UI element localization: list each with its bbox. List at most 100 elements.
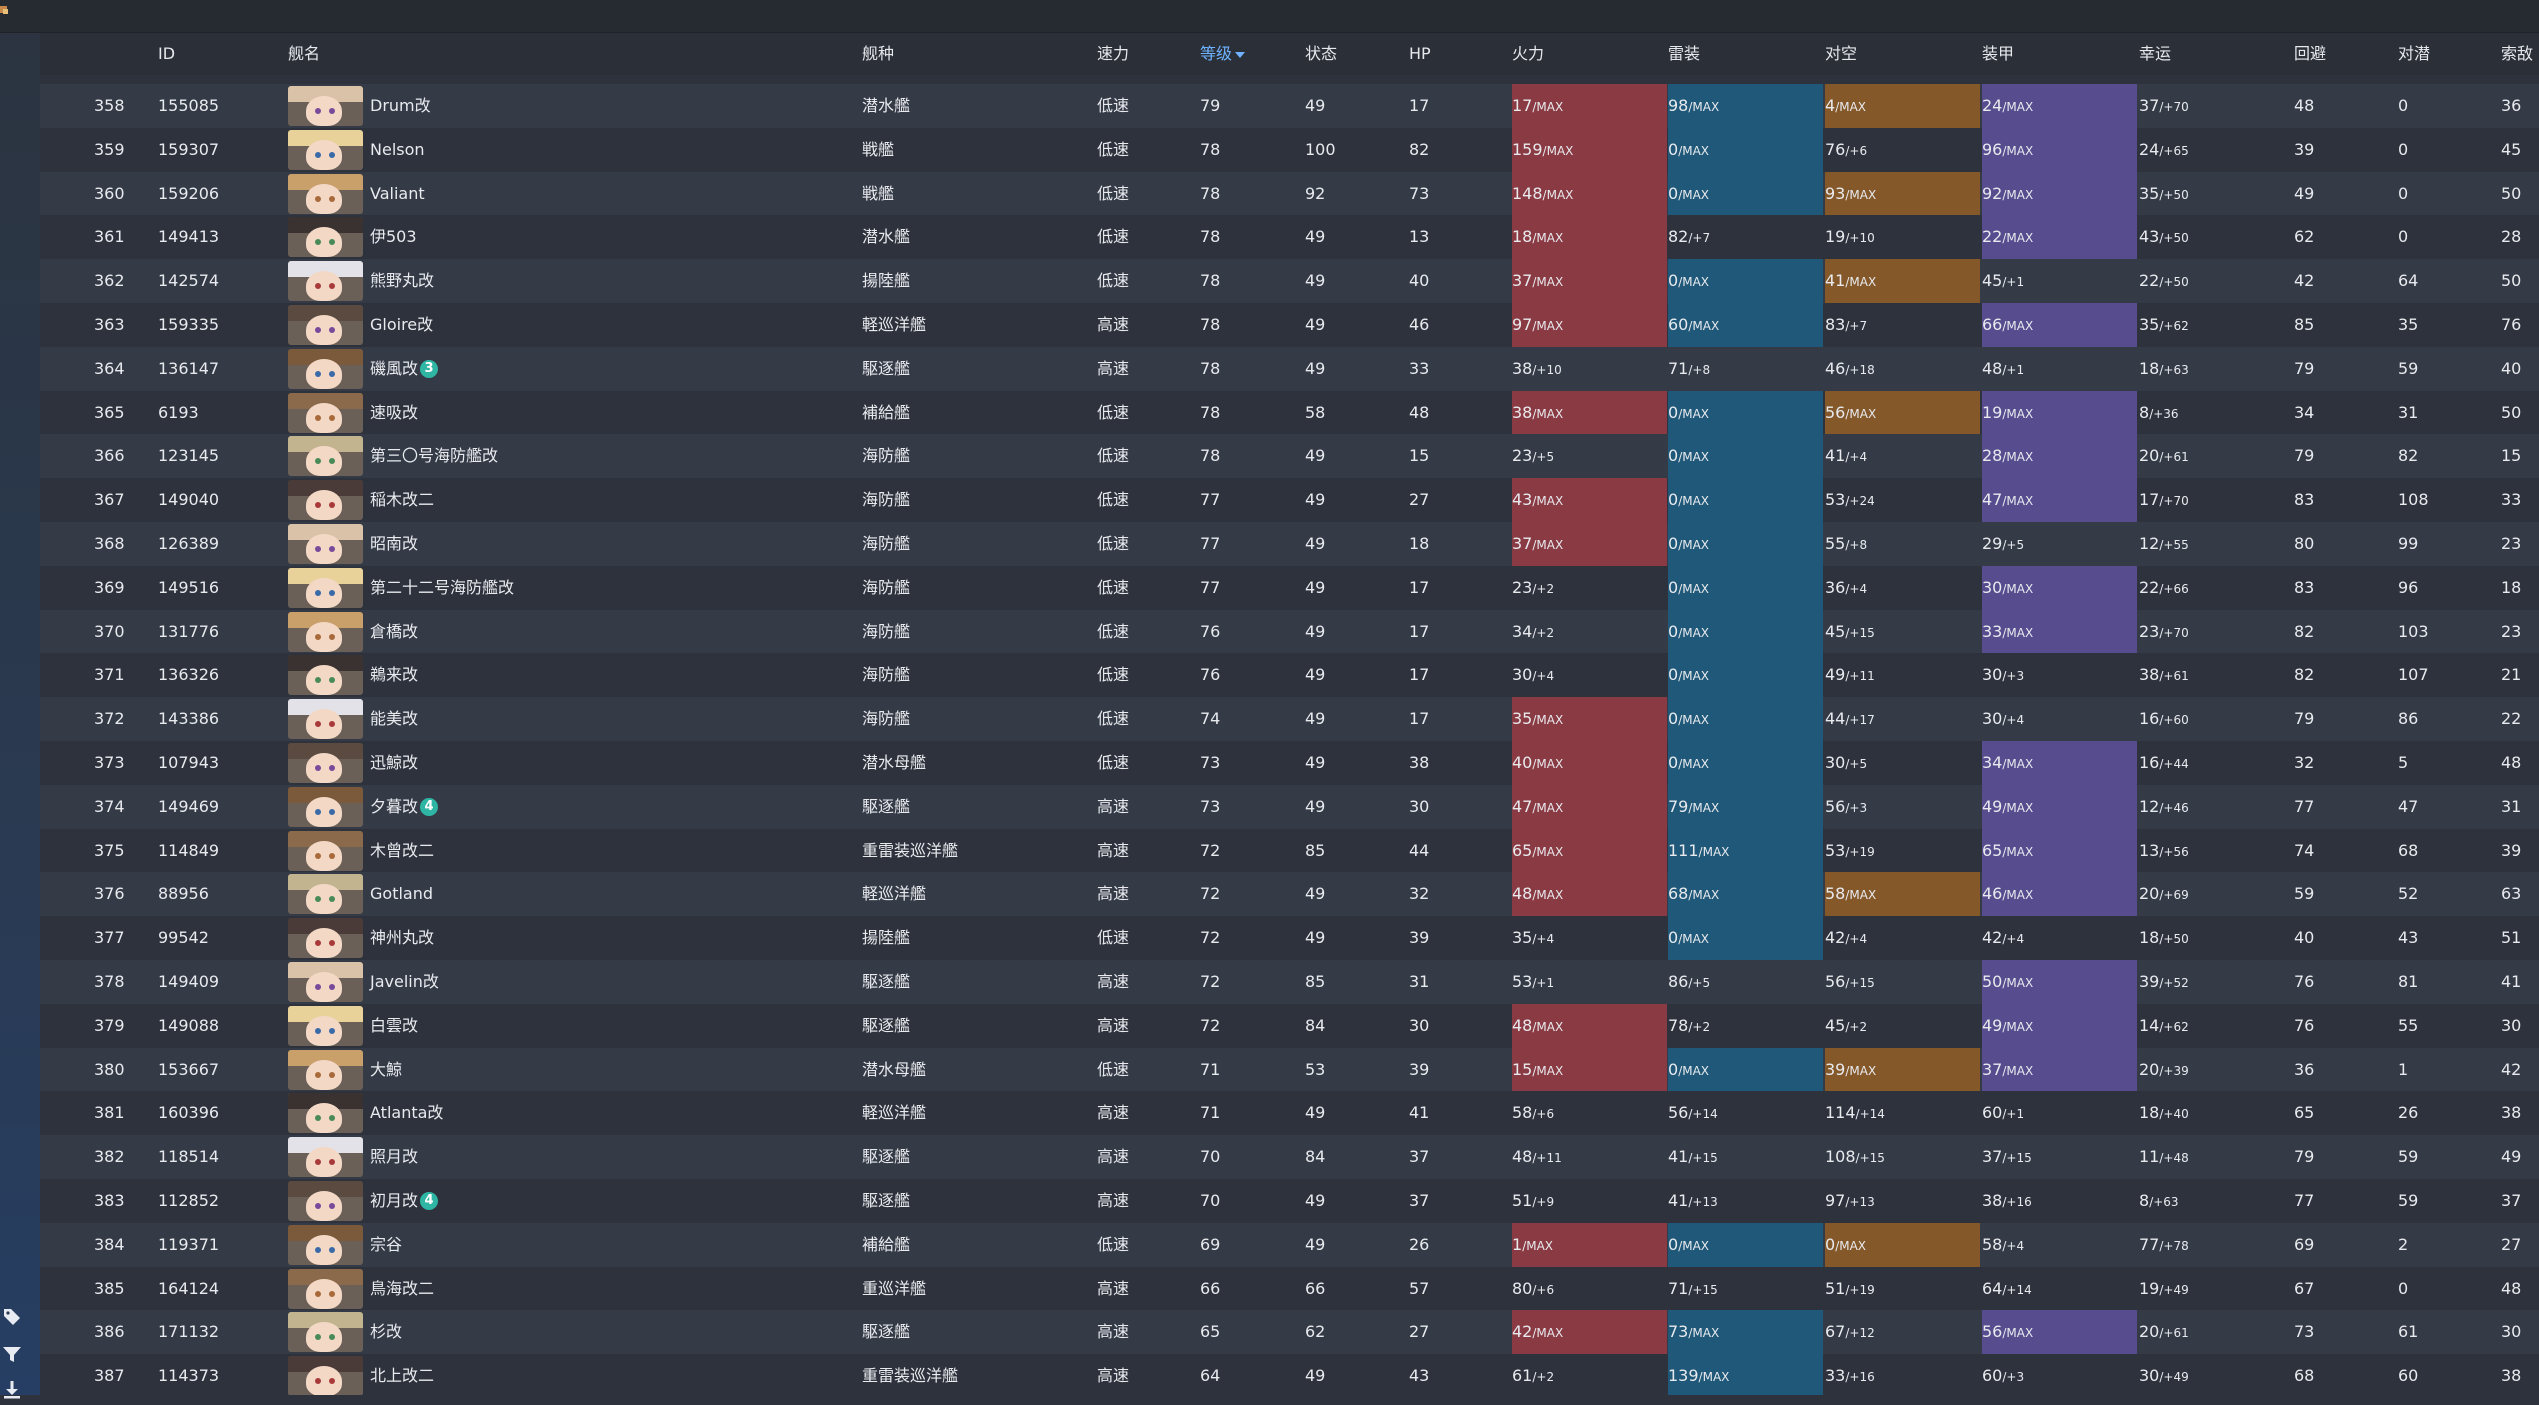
- torpedo-suffix: MAX: [1682, 450, 1710, 465]
- table-row[interactable]: 375 114849 木曾改二 重雷装巡洋艦 高速 72 85 44 65/MAX 111/MAX…: [40, 828, 2539, 873]
- header-anti-air[interactable]: 对空: [1825, 44, 1858, 63]
- torpedo-value: 0: [1668, 139, 1679, 159]
- ship-name[interactable]: 第三〇号海防艦改: [370, 434, 498, 478]
- ship-name[interactable]: 白雲改: [370, 1004, 418, 1048]
- table-row[interactable]: 364 136147 磯風改 3 駆逐艦 高速 78 49 33 38/+10 71/+8 46/+1…: [40, 346, 2539, 391]
- firepower: 23/+2: [1512, 566, 1554, 610]
- ship-condition: 84: [1305, 1147, 1326, 1167]
- header-luck[interactable]: 幸运: [2139, 44, 2172, 63]
- table-row[interactable]: 381 160396 Atlanta改 軽巡洋艦 高速 71 49 41 58/+6 56/+14…: [40, 1091, 2539, 1136]
- ship-name[interactable]: 杉改: [370, 1310, 402, 1354]
- table-row[interactable]: 384 119371 宗谷 補給艦 低速 69 49 26 1/MAX 0/MAX 0/MAX 58/…: [40, 1222, 2539, 1267]
- table-row[interactable]: 358 155085 Drum改 潜水艦 低速 79 49 17 17/MAX 98/MAX 4/M…: [40, 84, 2539, 128]
- armor-suffix: +5: [2006, 537, 2025, 552]
- ship-name[interactable]: 伊503: [370, 215, 417, 259]
- header-level[interactable]: 等级: [1200, 33, 1246, 75]
- table-row[interactable]: 373 107943 迅鯨改 潜水母艦 低速 73 49 38 40/MAX 0/MAX 30/+5…: [40, 740, 2539, 785]
- anti-air-value: 97: [1825, 1190, 1846, 1210]
- table-row[interactable]: 383 112852 初月改 4 駆逐艦 高速 70 49 37 51/+9 41/+13 97/+1…: [40, 1178, 2539, 1223]
- header-torpedo[interactable]: 雷装: [1668, 44, 1701, 63]
- header-armor[interactable]: 装甲: [1982, 44, 2015, 63]
- table-row[interactable]: 382 118514 照月改 駆逐艦 高速 70 84 37 48/+11 41/+15 108/+…: [40, 1135, 2539, 1179]
- asw: 59: [2398, 1147, 2419, 1167]
- firepower: 48/MAX: [1512, 1004, 1563, 1048]
- ship-name[interactable]: 迅鯨改: [370, 741, 418, 785]
- table-row[interactable]: 372 143386 能美改 海防艦 低速 74 49 17 35/MAX 0/MAX 44/+17…: [40, 697, 2539, 741]
- ship-name[interactable]: 鳥海改二: [370, 1267, 434, 1311]
- table-row[interactable]: 360 159206 Valiant 戦艦 低速 78 92 73 148/MAX 0/MAX 93…: [40, 171, 2539, 216]
- tag-icon[interactable]: [1, 1305, 23, 1327]
- table-row[interactable]: 363 159335 Gloire改 軽巡洋艦 高速 78 49 46 97/MAX 60/MAX…: [40, 302, 2539, 347]
- firepower-suffix: +5: [1536, 450, 1555, 465]
- table-row[interactable]: 371 136326 鵜来改 海防艦 低速 76 49 17 30/+4 0/MAX 49/+11 3…: [40, 653, 2539, 698]
- header-hp[interactable]: HP: [1409, 44, 1431, 63]
- ship-name[interactable]: 速吸改: [370, 391, 418, 435]
- ship-name[interactable]: 宗谷: [370, 1223, 402, 1267]
- download-icon[interactable]: [1, 1379, 23, 1401]
- ship-name[interactable]: Gotland: [370, 872, 433, 916]
- header-name[interactable]: 舰名: [288, 44, 321, 63]
- table-row[interactable]: 374 149469 夕暮改 4 駆逐艦 高速 73 49 30 47/MAX 79/MAX 56/+…: [40, 784, 2539, 829]
- table-row[interactable]: 362 142574 熊野丸改 揚陸艦 低速 78 49 40 37/MAX 0/MAX 41/MA…: [40, 259, 2539, 303]
- ship-name[interactable]: Gloire改: [370, 303, 433, 347]
- ship-level: 78: [1200, 227, 1221, 247]
- table-row[interactable]: 376 88956 Gotland 軽巡洋艦 高速 72 49 32 48/MAX 68/MAX 5…: [40, 872, 2539, 917]
- ship-name-label: 磯風改: [370, 358, 419, 378]
- ship-name[interactable]: 神州丸改: [370, 916, 434, 960]
- ship-name[interactable]: 大鯨: [370, 1048, 402, 1092]
- ship-name[interactable]: 木曾改二: [370, 829, 434, 873]
- table-row[interactable]: 367 149040 稲木改二 海防艦 低速 77 49 27 43/MAX 0/MAX 53/+2…: [40, 478, 2539, 522]
- luck: 19/+49: [2139, 1267, 2189, 1311]
- ship-name[interactable]: 熊野丸改: [370, 259, 434, 303]
- table-row[interactable]: 378 149409 Javelin改 駆逐艦 高速 72 85 31 53/+1 86/+5 56…: [40, 959, 2539, 1004]
- ship-name[interactable]: Nelson: [370, 128, 425, 172]
- ship-name[interactable]: 稲木改二: [370, 478, 434, 522]
- ship-name[interactable]: 鵜来改: [370, 653, 418, 697]
- header-asw[interactable]: 对潜: [2398, 44, 2431, 63]
- ship-name[interactable]: 第二十二号海防艦改: [370, 566, 514, 610]
- header-type[interactable]: 舰种: [862, 44, 895, 63]
- ship-name[interactable]: Valiant: [370, 172, 425, 216]
- header-condition[interactable]: 状态: [1305, 44, 1338, 63]
- ship-level: 72: [1200, 928, 1221, 948]
- table-row[interactable]: 369 149516 第二十二号海防艦改 海防艦 低速 77 49 17 23/+2 0/MAX 3…: [40, 565, 2539, 610]
- ship-name[interactable]: 初月改 4: [370, 1179, 439, 1223]
- ship-name[interactable]: 昭南改: [370, 522, 418, 566]
- ship-name[interactable]: 北上改二: [370, 1354, 434, 1395]
- ship-name[interactable]: 夕暮改 4: [370, 785, 439, 829]
- tp-max-band: [1668, 565, 1823, 610]
- anti-air-suffix: +4: [1849, 581, 1868, 596]
- table-row[interactable]: 387 114373 北上改二 重雷装巡洋艦 高速 64 49 43 61/+2 139/MAX 3…: [40, 1354, 2539, 1395]
- table-row[interactable]: 386 171132 杉改 駆逐艦 高速 65 62 27 42/MAX 73/MAX 67/+12…: [40, 1310, 2539, 1355]
- firepower: 18/MAX: [1512, 215, 1563, 259]
- table-row[interactable]: 366 123145 第三〇号海防艦改 海防艦 低速 78 49 15 23/+5 0/MAX 41…: [40, 434, 2539, 479]
- ship-name[interactable]: Atlanta改: [370, 1091, 443, 1135]
- header-id[interactable]: ID: [158, 44, 176, 63]
- table-row[interactable]: 359 159307 Nelson 戦艦 低速 78 100 82 159/MAX 0/MAX 76…: [40, 127, 2539, 172]
- ship-speed: 低速: [1097, 533, 1130, 553]
- ship-name[interactable]: Drum改: [370, 84, 431, 128]
- table-row[interactable]: 370 131776 倉橋改 海防艦 低速 76 49 17 34/+2 0/MAX 45/+15 3…: [40, 609, 2539, 654]
- ship-name[interactable]: 磯風改 3: [370, 347, 439, 391]
- header-evasion[interactable]: 回避: [2294, 44, 2327, 63]
- table-row[interactable]: 365 6193 速吸改 補給艦 低速 78 58 48 38/MAX 0/MAX 56/MAX 19…: [40, 390, 2539, 435]
- ship-hp: 43: [1409, 1366, 1430, 1386]
- torpedo-sep: /: [1688, 1107, 1693, 1122]
- ship-name[interactable]: Javelin改: [370, 960, 439, 1004]
- table-row[interactable]: 379 149088 白雲改 駆逐艦 高速 72 84 30 48/MAX 78/+2 45/+2 4…: [40, 1003, 2539, 1048]
- ship-name[interactable]: 倉橋改: [370, 610, 418, 654]
- table-row[interactable]: 361 149413 伊503 潜水艦 低速 78 49 13 18/MAX 82/+7 19/+1…: [40, 215, 2539, 260]
- header-firepower[interactable]: 火力: [1512, 44, 1545, 63]
- ship-name[interactable]: 照月改: [370, 1135, 418, 1179]
- table-row[interactable]: 385 164124 鳥海改二 重巡洋艦 高速 66 66 57 80/+6 71/+15 51/+…: [40, 1266, 2539, 1311]
- firepower-suffix: MAX: [1546, 143, 1574, 158]
- table-row[interactable]: 380 153667 大鯨 潜水母艦 低速 71 53 39 15/MAX 0/MAX 39/MAX…: [40, 1047, 2539, 1092]
- table-row[interactable]: 377 99542 神州丸改 揚陸艦 低速 72 49 39 35/+4 0/MAX 42/+4 42…: [40, 916, 2539, 960]
- armor-sep: /: [2002, 669, 2007, 684]
- filter-icon[interactable]: [1, 1343, 23, 1365]
- table-row[interactable]: 368 126389 昭南改 海防艦 低速 77 49 18 37/MAX 0/MAX 55/+8 2…: [40, 521, 2539, 566]
- header-los[interactable]: 索敌: [2501, 44, 2534, 63]
- ship-name[interactable]: 能美改: [370, 697, 418, 741]
- header-speed[interactable]: 速力: [1097, 44, 1130, 63]
- anti-air-value: 4: [1825, 96, 1836, 115]
